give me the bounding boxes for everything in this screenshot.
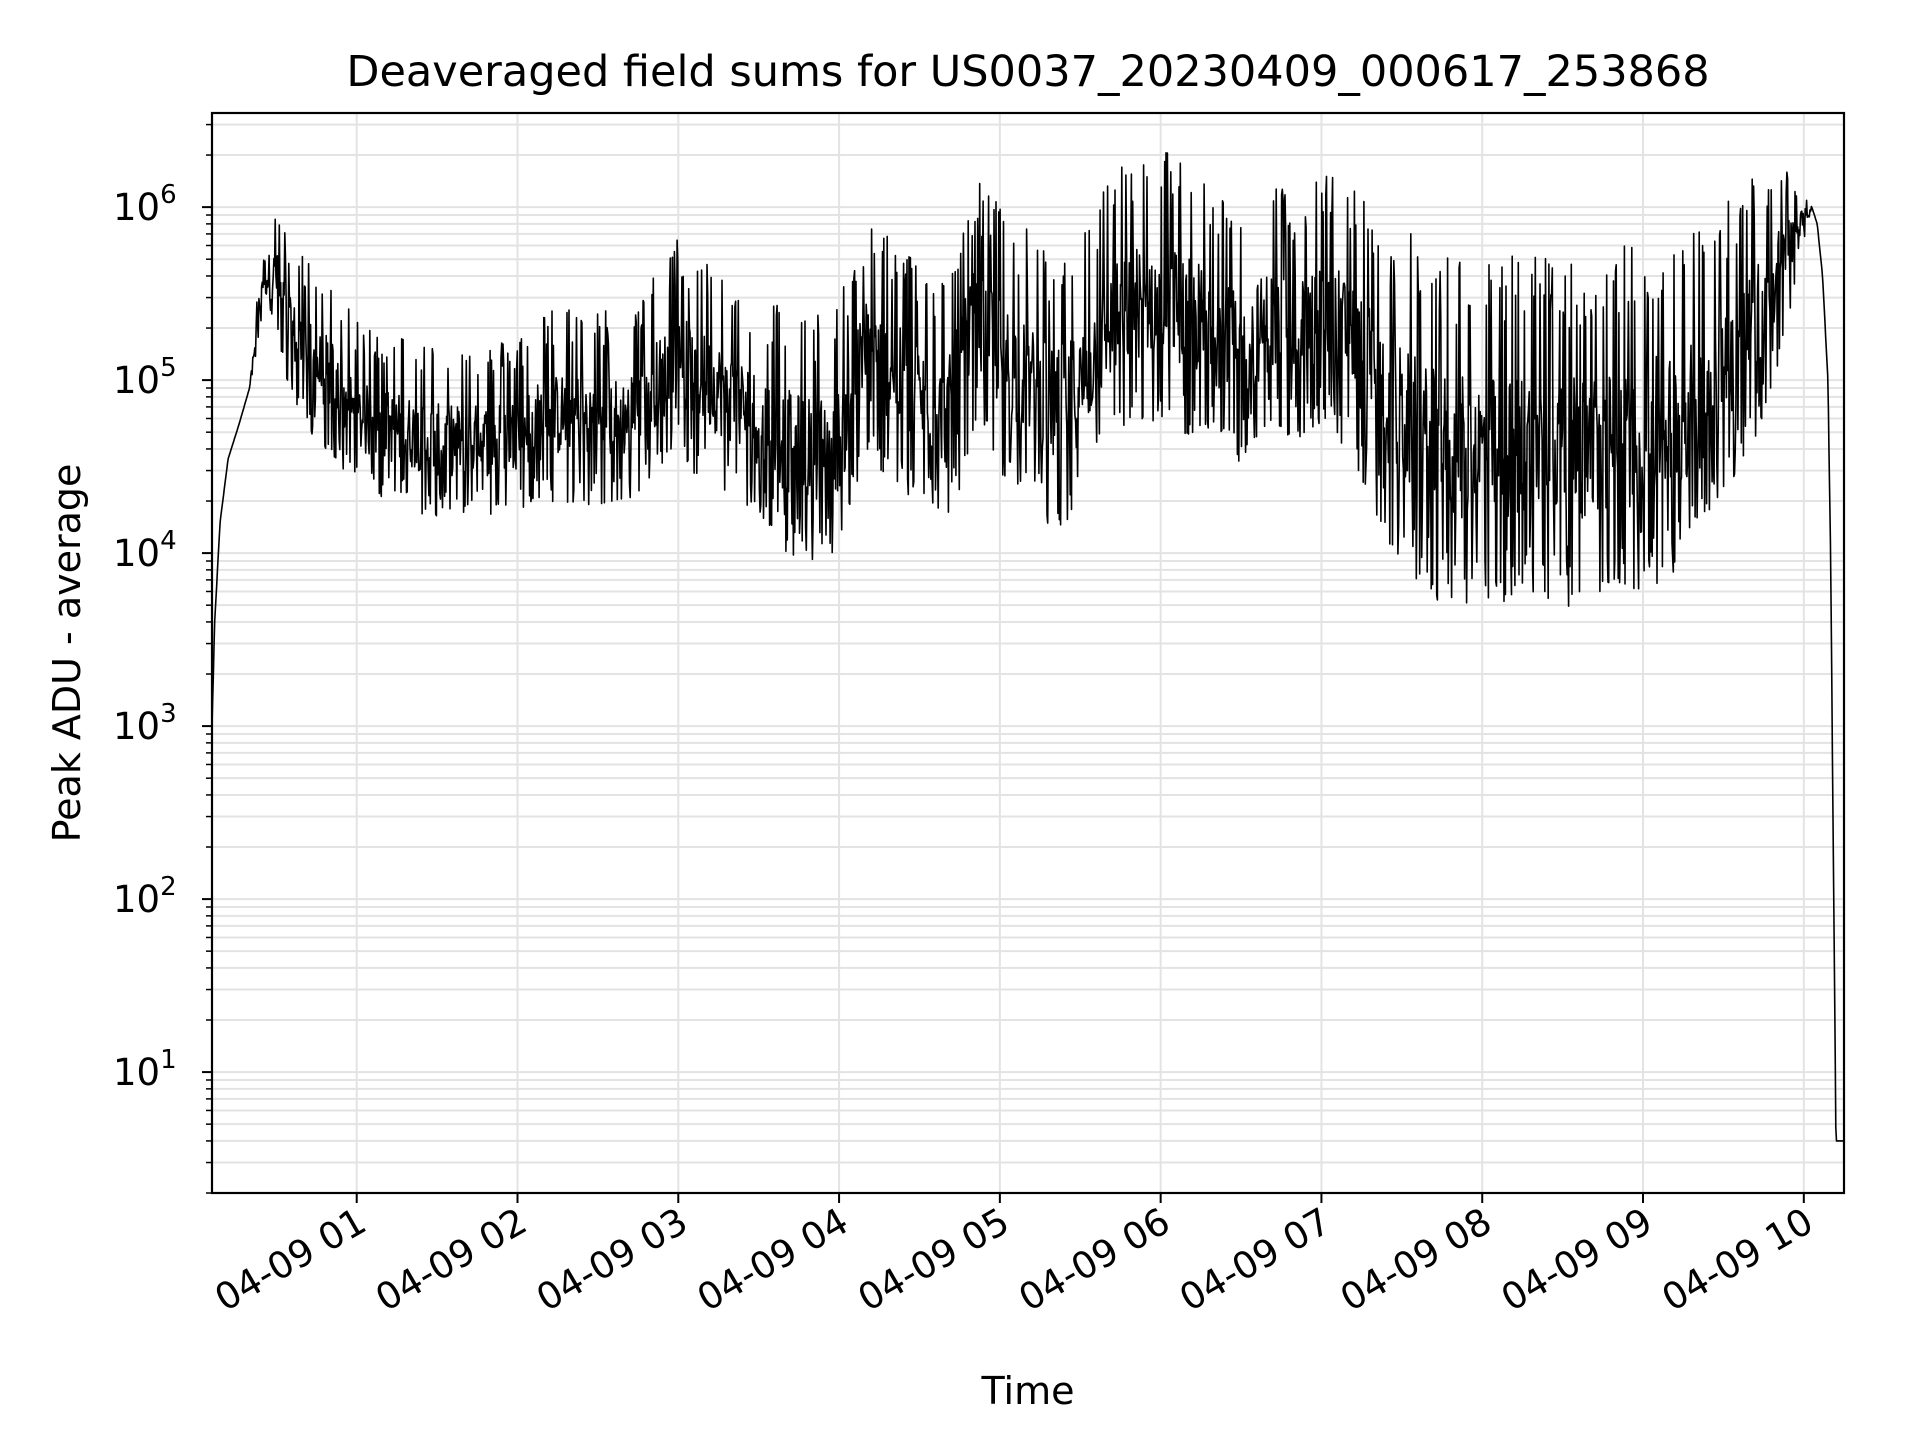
- y-tick-label: 103: [113, 699, 177, 748]
- y-axis-label: Peak ADU - average: [45, 464, 89, 843]
- x-tick-label: 04-09 09: [1494, 1200, 1660, 1320]
- y-tick-label: 102: [113, 872, 177, 921]
- x-tick-label: 04-09 01: [208, 1200, 374, 1320]
- series-line: [211, 152, 1845, 1142]
- x-tick-label: 04-09 06: [1012, 1200, 1178, 1320]
- x-tick-label: 04-09 03: [529, 1200, 695, 1320]
- x-axis-label: Time: [981, 1369, 1075, 1413]
- x-tick-label: 04-09 05: [851, 1200, 1017, 1320]
- plot-frame: [210, 111, 1846, 1195]
- x-tick-label: 04-09 07: [1172, 1200, 1338, 1320]
- x-tick-label: 04-09 08: [1333, 1200, 1499, 1320]
- y-tick-label: 101: [113, 1045, 177, 1094]
- x-tick-label: 04-09 10: [1655, 1200, 1821, 1320]
- y-tick-label: 104: [113, 526, 177, 575]
- y-tick-label: 106: [113, 180, 177, 229]
- y-tick-label: 105: [113, 353, 177, 402]
- x-tick-label: 04-09 02: [368, 1200, 534, 1320]
- x-tick-label: 04-09 04: [690, 1200, 856, 1320]
- chart-title: Deaveraged field sums for US0037_2023040…: [346, 47, 1709, 97]
